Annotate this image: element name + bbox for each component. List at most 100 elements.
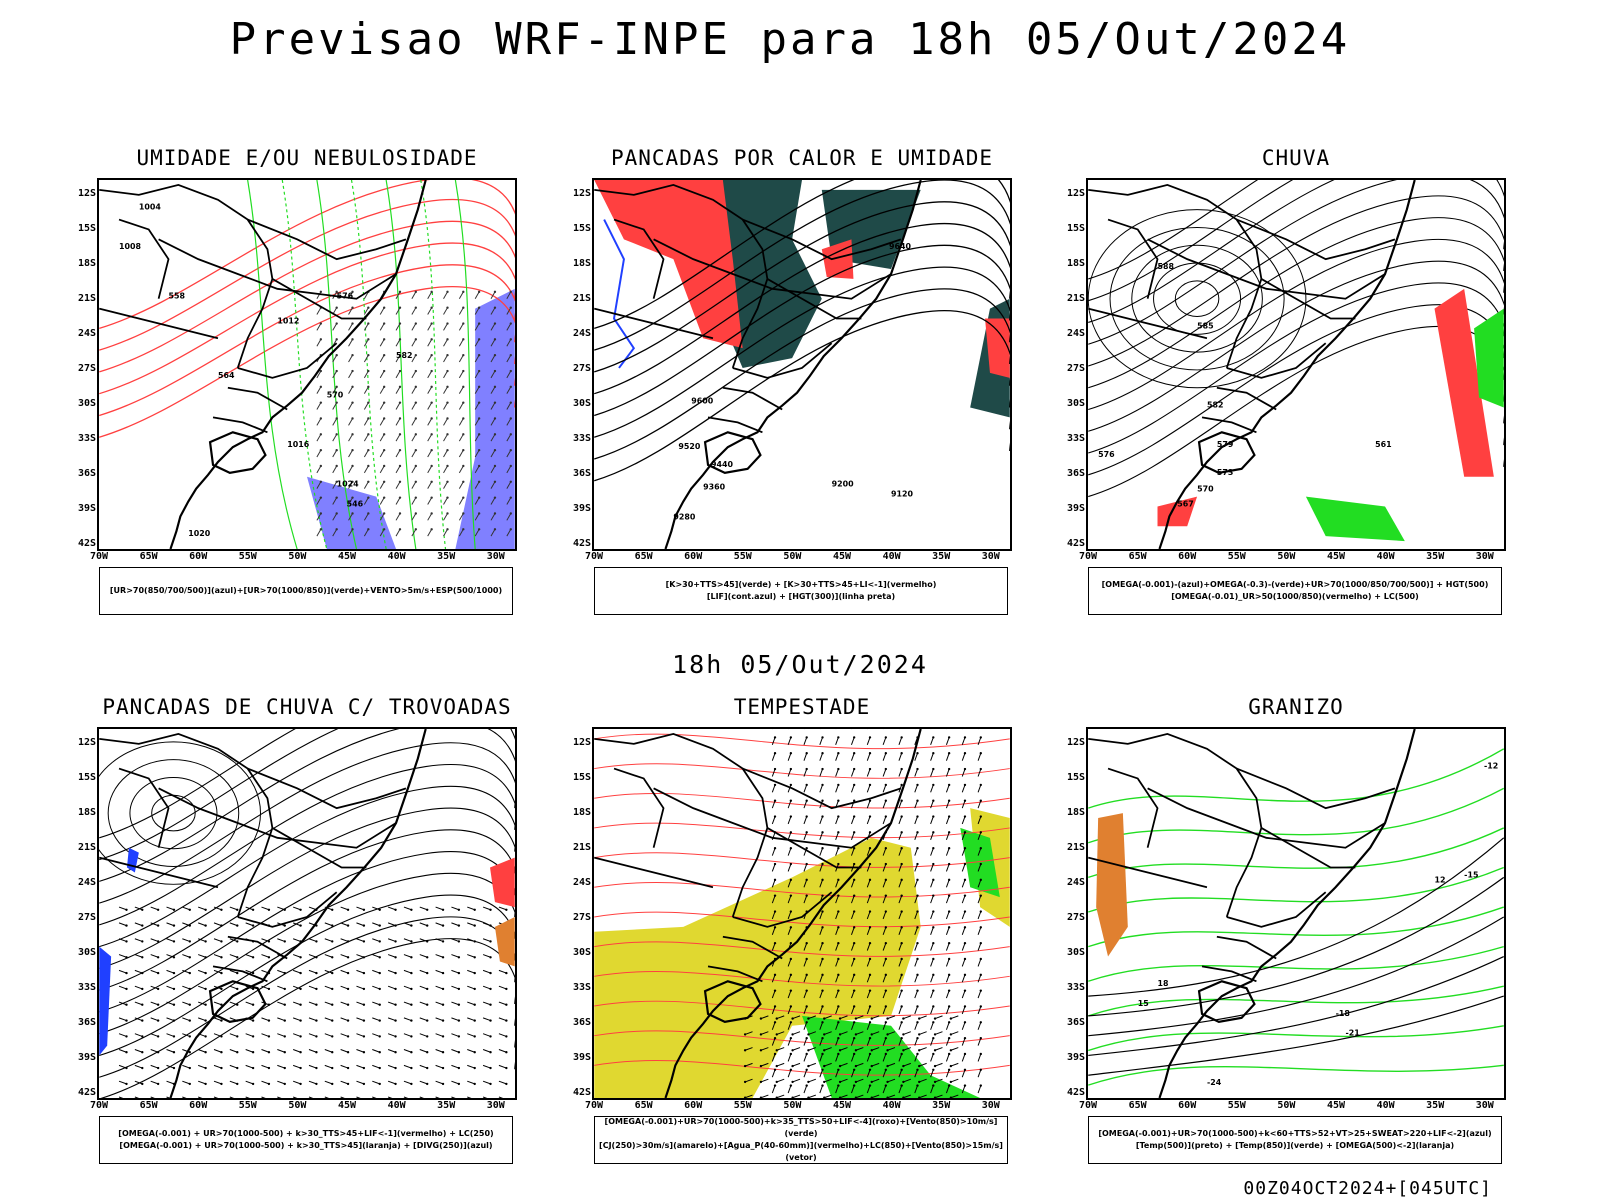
li-area [594,180,743,349]
wind-vector-head [462,448,465,452]
wind-vector-head [963,1021,967,1024]
wind-vector-head [125,1082,128,1086]
wind-vector [803,958,808,967]
wind-vector [977,768,982,777]
wind-vector-head [188,971,191,975]
wind-vector [443,465,448,474]
wind-vector-head [414,528,418,531]
wind-vector [316,529,322,537]
wind-vector-head [918,1017,921,1020]
wind-vector [348,449,353,458]
political-border [732,891,833,928]
wind-vector-head [141,971,144,975]
wind-vector [803,784,808,793]
wind-vector [292,954,301,958]
wind-vector [950,1062,959,1067]
contour-label: 9520 [678,442,701,451]
wind-vector-head [331,908,334,911]
wind-vector-head [852,847,856,850]
wind-vector [182,1080,190,1085]
wind-vector-head [509,401,512,404]
wind-vector [229,938,238,942]
wind-vector-head [505,1082,508,1086]
wind-vector [435,969,444,974]
wind-vector-head [837,1036,840,1040]
wind-vector-head [410,1082,413,1086]
wind-vector [458,307,464,315]
wind-vector-head [489,908,492,911]
temp-850-contour [1088,1025,1504,1052]
political-border [212,965,268,983]
wind-vector [387,985,396,990]
wind-vector [435,954,444,958]
wind-vector-head [457,1082,461,1086]
wind-vector-head [493,528,497,531]
wind-vector-head [362,924,366,927]
wind-vector-head [932,752,935,755]
wind-vector [787,753,792,761]
wind-vector-head [932,847,935,850]
wind-vector [134,1001,143,1006]
lat-tick-label: 42S [572,538,591,549]
wind-vector-head [900,783,903,787]
wind-vector [356,1001,365,1006]
wind-vector [372,1017,380,1022]
temp-500-contour [1088,876,1504,1017]
wind-vector [348,529,353,537]
temp-850-contour [1088,748,1504,809]
lon-tick-label: 35W [1426,551,1445,562]
wind-vector-head [870,1080,873,1084]
wind-vector [277,938,285,942]
political-border [1107,218,1159,299]
wind-vector [866,1037,871,1046]
main-title: Previsao WRF-INPE para 18h 05/Out/2024 [229,14,1351,65]
wind-vector-head [331,1035,334,1038]
wind-vector-head [351,528,354,531]
forecast-map: 12S 15S 18S 21S 24S 27S 30S 33S 36S 39S 42S 70W 65W 6… [573,727,1012,1111]
wind-vector [498,1080,507,1085]
wind-vector [245,922,254,927]
wind-vector [292,938,301,942]
wind-vector [427,354,433,363]
wind-vector-head [493,480,497,483]
wind-vector-head [821,1052,824,1056]
wind-vector-head [947,783,951,787]
political-border [1201,965,1257,983]
lon-tick-label: 40W [387,551,406,562]
wind-vector-head [283,971,286,975]
wind-vector [760,1062,769,1067]
wind-vector [316,497,322,505]
wind-vector [387,1096,393,1098]
wind-vector [808,1031,817,1035]
wind-vector [930,848,934,856]
wind-vector-head [156,908,160,911]
wind-vector-head [299,1082,302,1086]
wind-vector-head [414,338,418,341]
wind-vector [118,1033,127,1037]
wind-vector [340,1001,349,1006]
wind-vector [490,402,496,410]
wind-vector-head [188,987,191,991]
wind-vector [427,513,433,521]
wind-vector [356,922,365,927]
wind-vector-head [916,1068,919,1071]
wind-vector-head [900,831,903,834]
wind-vector [356,1080,365,1085]
wind-vector-head [868,752,872,755]
lon-tick-label: 70W [89,1100,109,1111]
wind-vector-head [367,369,370,373]
wind-vector [166,1049,175,1053]
wind-vector [277,1033,285,1037]
wind-vector [411,513,417,521]
wind-vector-head [852,1021,856,1024]
wind-vector-head [493,401,497,404]
wind-vector-head [156,1035,160,1038]
wind-vector [451,954,460,958]
wind-vector [395,307,401,315]
wind-vector [930,974,934,983]
wind-vector [871,1031,880,1035]
wind-vector-head [854,1033,858,1036]
wind-vector [961,974,966,983]
wind-vector-head [837,1068,840,1071]
wind-vector [871,1015,880,1020]
